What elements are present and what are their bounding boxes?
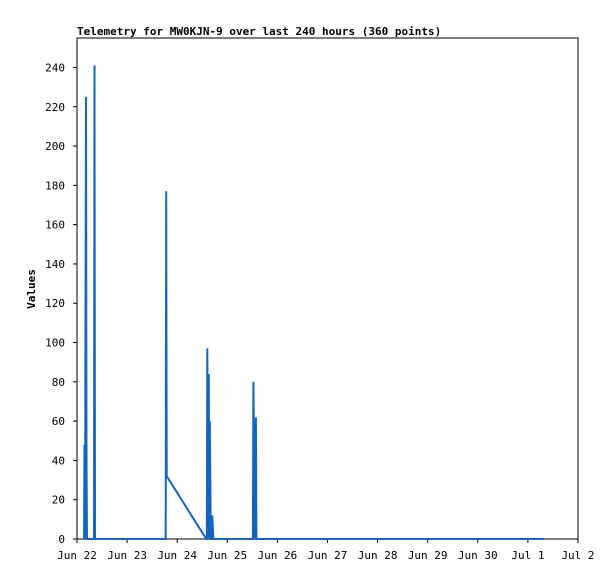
y-tick-label: 60 [52, 415, 65, 428]
y-tick-label: 40 [52, 454, 65, 467]
series-line [83, 65, 544, 540]
y-tick-label: 100 [45, 337, 65, 350]
x-tick-label: Jul 2 [561, 549, 594, 562]
y-tick-label: 220 [45, 101, 65, 114]
y-tick-label: 0 [58, 533, 65, 546]
x-tick-label: Jul 1 [511, 549, 544, 562]
y-axis: 0 20 40 60 80 100 120 140 160 180 200 220 240 [45, 61, 77, 546]
x-tick-label: Jun 25 [207, 549, 247, 562]
x-axis: Jun 22 Jun 23 Jun 24 Jun 25 Jun 26 Jun 27 Jun … [57, 539, 595, 562]
y-tick-label: 240 [45, 61, 65, 74]
x-tick-label: Jun 24 [157, 549, 197, 562]
chart-title: Telemetry for MW0KJN-9 over last 240 hou… [77, 25, 441, 38]
x-tick-label: Jun 29 [408, 549, 448, 562]
y-tick-label: 20 [52, 494, 65, 507]
y-tick-label: 200 [45, 140, 65, 153]
x-tick-label: Jun 27 [308, 549, 348, 562]
x-tick-label: Jun 26 [258, 549, 298, 562]
x-tick-label: Jun 30 [458, 549, 498, 562]
y-axis-label: Values [25, 269, 38, 309]
y-tick-label: 160 [45, 219, 65, 232]
y-tick-label: 80 [52, 376, 65, 389]
y-tick-label: 180 [45, 179, 65, 192]
x-tick-label: Jun 23 [107, 549, 147, 562]
plot-frame [76, 37, 579, 540]
y-tick-label: 140 [45, 258, 65, 271]
series-layer [83, 65, 544, 540]
y-tick-label: 120 [45, 297, 65, 310]
x-tick-label: Jun 28 [358, 549, 398, 562]
x-tick-label: Jun 22 [57, 549, 97, 562]
